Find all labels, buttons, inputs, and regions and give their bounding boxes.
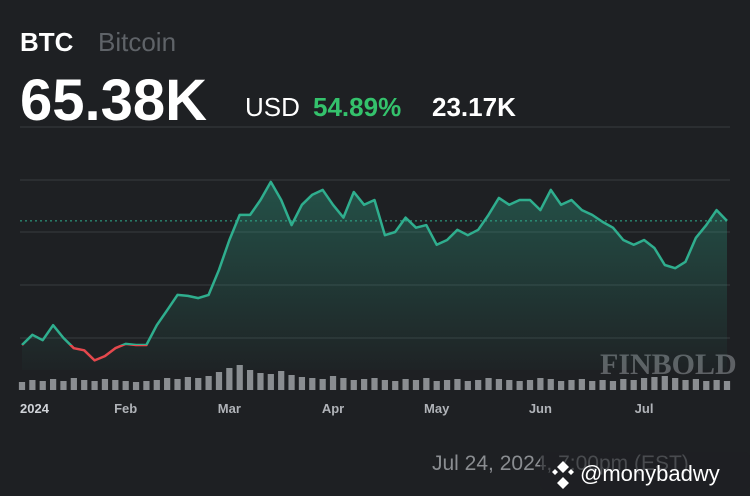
volume-bar: [713, 380, 720, 390]
volume-bar: [495, 379, 503, 390]
x-tick-label: 2024: [20, 401, 50, 416]
volume-bar: [423, 378, 430, 390]
volume-bar: [174, 379, 181, 390]
x-tick-label: Jul: [635, 401, 654, 416]
volume-bar: [599, 380, 606, 390]
x-tick-label: Feb: [114, 401, 137, 416]
volume-bar: [640, 378, 648, 390]
volume-bar: [298, 377, 306, 390]
volume-bar: [60, 381, 67, 390]
volume-bar: [661, 376, 668, 390]
volume-bar: [630, 380, 637, 390]
change-percent: 54.89%: [313, 92, 401, 122]
price-line: [21, 180, 728, 362]
asset-name: Bitcoin: [98, 27, 176, 57]
volume-bar: [651, 377, 658, 390]
volume-bar: [309, 378, 316, 390]
volume-bar: [29, 380, 36, 390]
volume-bar: [433, 381, 440, 390]
area: [22, 181, 727, 370]
volume-bar: [81, 380, 88, 390]
volume-bar: [703, 381, 710, 390]
volume-bar: [412, 380, 420, 390]
x-tick-label: Mar: [218, 401, 241, 416]
volume-bar: [485, 378, 492, 390]
volume-bar: [340, 378, 347, 390]
volume-bar: [246, 370, 254, 390]
currency: USD: [245, 92, 300, 122]
handle-badge: @monybadwy: [540, 452, 750, 490]
volume-bar: [609, 381, 617, 390]
volume-bar: [153, 380, 160, 390]
volume-bar: [454, 379, 461, 390]
volume-bar: [49, 379, 57, 390]
volume-bar: [70, 378, 77, 390]
icon: [552, 461, 574, 489]
x-tick-label: Jun: [529, 401, 552, 416]
volume-bar: [122, 381, 129, 390]
volume-bar: [112, 380, 119, 390]
volume-bar: [464, 381, 471, 390]
volume-bar: [537, 378, 544, 390]
volume-bar: [91, 381, 98, 390]
volume-bar: [392, 381, 399, 390]
volume-bar: [164, 378, 171, 390]
volume-bar: [558, 381, 565, 390]
volume-bar: [402, 379, 409, 390]
volume-bar: [195, 378, 202, 390]
volume-bar: [692, 379, 700, 390]
volume-bar: [443, 380, 451, 390]
volume-bar: [506, 380, 513, 390]
volume-bar: [526, 380, 534, 390]
volume-bar: [226, 368, 233, 390]
x-tick-label: May: [424, 401, 450, 416]
volume-bar: [329, 376, 337, 390]
volume-bar: [215, 372, 223, 390]
volume-bar: [236, 365, 243, 390]
volume-bar: [589, 381, 596, 390]
change-absolute: 23.17K: [432, 92, 516, 122]
badge-bg: [540, 452, 750, 490]
volume-bar: [257, 373, 264, 390]
volume-bar: [475, 380, 482, 390]
volume-bar: [723, 381, 731, 390]
volume-bar: [288, 375, 295, 390]
volume-bar: [205, 376, 212, 390]
volume-bar: [620, 379, 627, 390]
volume-bar: [516, 381, 523, 390]
x-tick-label: Apr: [322, 401, 344, 416]
handle: @monybadwy: [580, 461, 720, 486]
volume-bar: [672, 378, 679, 390]
volume-bar: [39, 381, 46, 390]
price: 65.38K: [20, 68, 207, 133]
volume-bar: [132, 382, 140, 390]
volume-bar: [18, 382, 26, 390]
volume-bar: [578, 379, 585, 390]
volume-bar: [278, 371, 285, 390]
volume-bar: [143, 381, 150, 390]
volume-bar: [267, 374, 274, 390]
volume-bar: [682, 380, 689, 390]
volume-bar: [371, 378, 378, 390]
volume-bar: [184, 377, 191, 390]
volume-bar: [361, 379, 368, 390]
volume-bar: [547, 379, 554, 390]
volume-bar: [319, 379, 326, 390]
volume-bar: [350, 380, 357, 390]
volume-bar: [568, 380, 575, 390]
volume-bar: [381, 380, 388, 390]
volume-bar: [101, 379, 109, 390]
symbol: BTC: [20, 27, 74, 57]
